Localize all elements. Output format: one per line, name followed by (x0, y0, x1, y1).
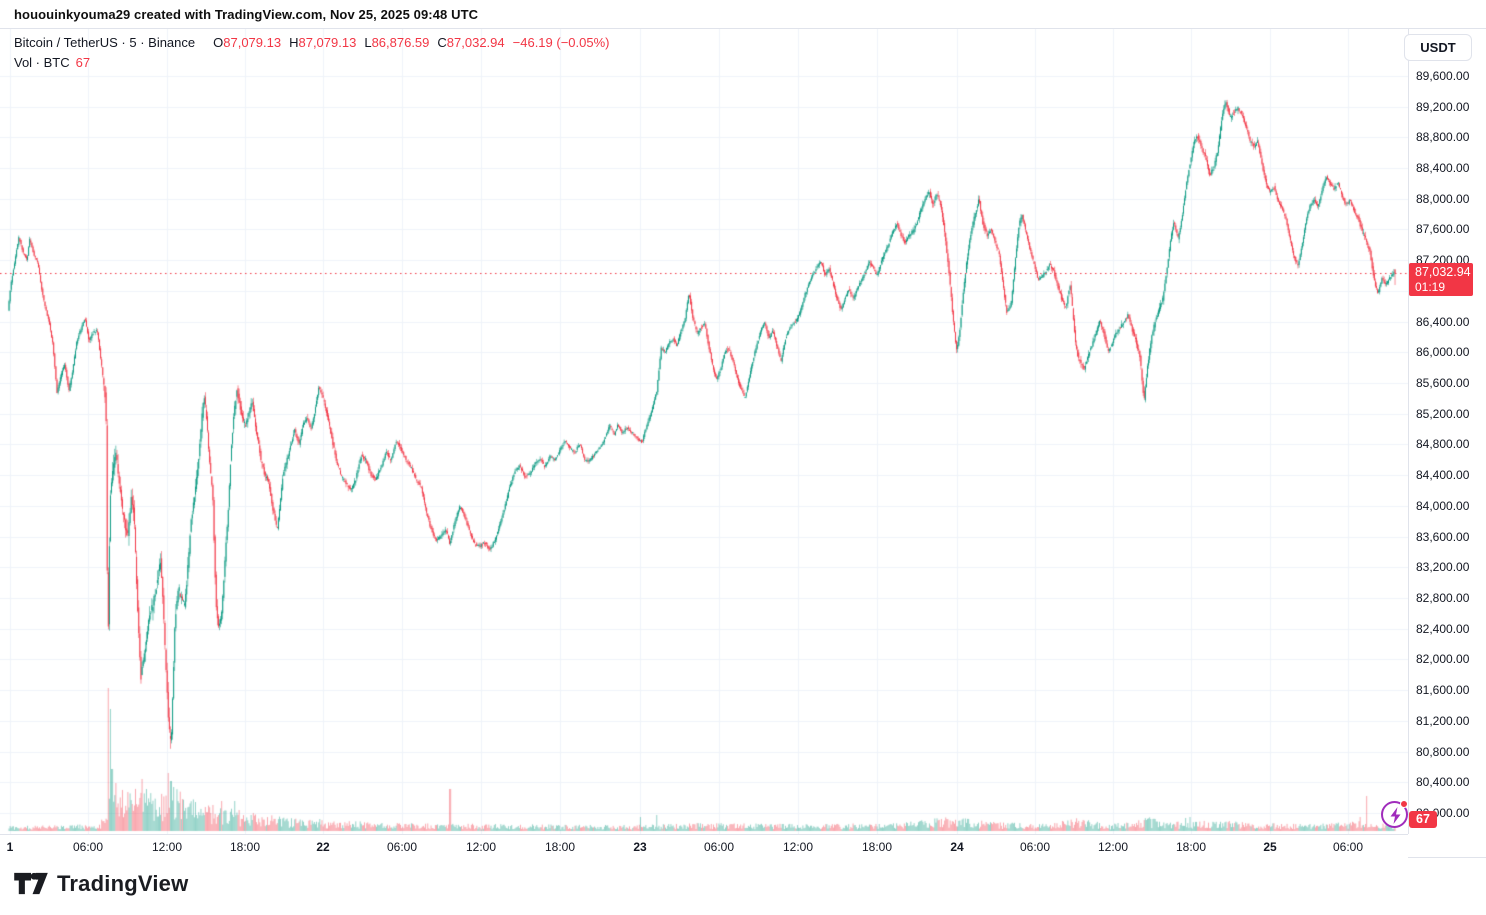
time-tick-label: 18:00 (1175, 840, 1207, 854)
price-tick-label: 89,600.00 (1416, 68, 1470, 83)
brand-wordmark: TradingView (57, 870, 189, 896)
date-tick-label: 23 (633, 840, 647, 854)
price-tick-label: 86,400.00 (1416, 314, 1470, 329)
price-tick-label: 85,600.00 (1416, 376, 1470, 390)
price-tick-label: 81,600.00 (1416, 683, 1470, 698)
price-tick-label: 88,400.00 (1416, 160, 1470, 175)
date-tick-label: 25 (1263, 840, 1277, 854)
price-tick-label: 82,800.00 (1416, 591, 1470, 606)
legend-volume-row: Vol · BTC 67 (14, 54, 610, 71)
price-tick-label: 83,200.00 (1416, 560, 1470, 575)
low-value: 86,876.59 (371, 35, 430, 50)
price-tick-label: 83,600.00 (1416, 529, 1470, 544)
lightning-bolt-icon (1390, 807, 1401, 824)
change-value: −46.19 (−0.05%) (512, 35, 610, 50)
legend-ohlc-row: Bitcoin / TetherUS · 5 · Binance O87,079.… (14, 34, 610, 51)
time-tick-label: 12:00 (151, 840, 183, 854)
attribution-text: hououinkyouma29 created with TradingView… (14, 7, 479, 22)
price-tick-label: 84,800.00 (1416, 437, 1470, 452)
volume-value: 67 (75, 55, 91, 70)
date-tick-label: 24 (950, 840, 964, 854)
price-tick-label: 85,200.00 (1416, 406, 1470, 421)
price-tick-label: 84,400.00 (1416, 468, 1470, 483)
open-label: O (213, 35, 224, 50)
chart-legend: Bitcoin / TetherUS · 5 · Binance O87,079.… (14, 34, 610, 71)
currency-toggle-button[interactable]: USDT (1404, 34, 1472, 61)
symbol-title[interactable]: Bitcoin / TetherUS · 5 · Binance (14, 35, 196, 50)
tradingview-logo (14, 872, 48, 895)
current-price-label: 87,032.94 01:19 (1409, 263, 1473, 296)
price-tick-label: 89,200.00 (1416, 99, 1470, 114)
date-tick-label: 22 (316, 840, 330, 854)
close-value: 87,032.94 (446, 35, 505, 50)
price-tick-label: 80,800.00 (1416, 744, 1470, 759)
time-tick-label: 12:00 (465, 840, 497, 854)
price-tick-label: 88,000.00 (1416, 191, 1470, 206)
price-tick-label: 87,600.00 (1416, 222, 1470, 237)
price-tick-label: 80,400.00 (1416, 775, 1470, 790)
time-tick-label: 06:00 (1332, 840, 1364, 854)
time-tick-label: 18:00 (861, 840, 893, 854)
price-tick-label: 88,800.00 (1416, 130, 1470, 145)
price-tick-label: 82,000.00 (1416, 652, 1470, 667)
chart-frame: Bitcoin / TetherUS · 5 · Binance O87,079.… (0, 28, 1486, 858)
time-tick-label: 06:00 (386, 840, 418, 854)
price-tick-label: 82,400.00 (1416, 621, 1470, 636)
date-tick-label: 1 (6, 840, 14, 854)
low-label: L (364, 35, 372, 50)
current-price-value: 87,032.94 (1415, 265, 1471, 279)
time-tick-label: 12:00 (1097, 840, 1129, 854)
price-tick-label: 86,000.00 (1416, 345, 1470, 360)
lightning-alert-button[interactable] (1381, 800, 1408, 828)
high-label: H (289, 35, 299, 50)
price-axis[interactable]: 89,600.00 89,200.00 88,800.00 88,400.00 88,0… (1408, 29, 1486, 834)
time-tick-label: 18:00 (229, 840, 261, 854)
price-tick-label: 81,200.00 (1416, 713, 1470, 728)
tradingview-brand[interactable]: TradingView (14, 869, 188, 898)
bar-countdown: 01:19 (1415, 280, 1446, 294)
time-tick-label: 06:00 (1019, 840, 1051, 854)
price-tick-label: 84,000.00 (1416, 498, 1470, 513)
alert-notification-dot (1400, 800, 1408, 808)
time-tick-label: 18:00 (544, 840, 576, 854)
candlestick-chart-canvas[interactable] (0, 29, 1408, 834)
time-tick-label: 12:00 (782, 840, 814, 854)
open-value: 87,079.13 (223, 35, 282, 50)
alert-count-badge[interactable]: 67 (1409, 811, 1437, 828)
volume-label[interactable]: Vol · BTC (14, 55, 70, 70)
high-value: 87,079.13 (298, 35, 357, 50)
time-tick-label: 06:00 (72, 840, 104, 854)
footer: TradingView (0, 858, 1486, 915)
time-tick-label: 06:00 (703, 840, 735, 854)
time-axis[interactable]: 1 06:00 12:00 18:00 22 06:00 12:00 18:00 23 06:00… (0, 834, 1408, 858)
close-label: C (437, 35, 447, 50)
